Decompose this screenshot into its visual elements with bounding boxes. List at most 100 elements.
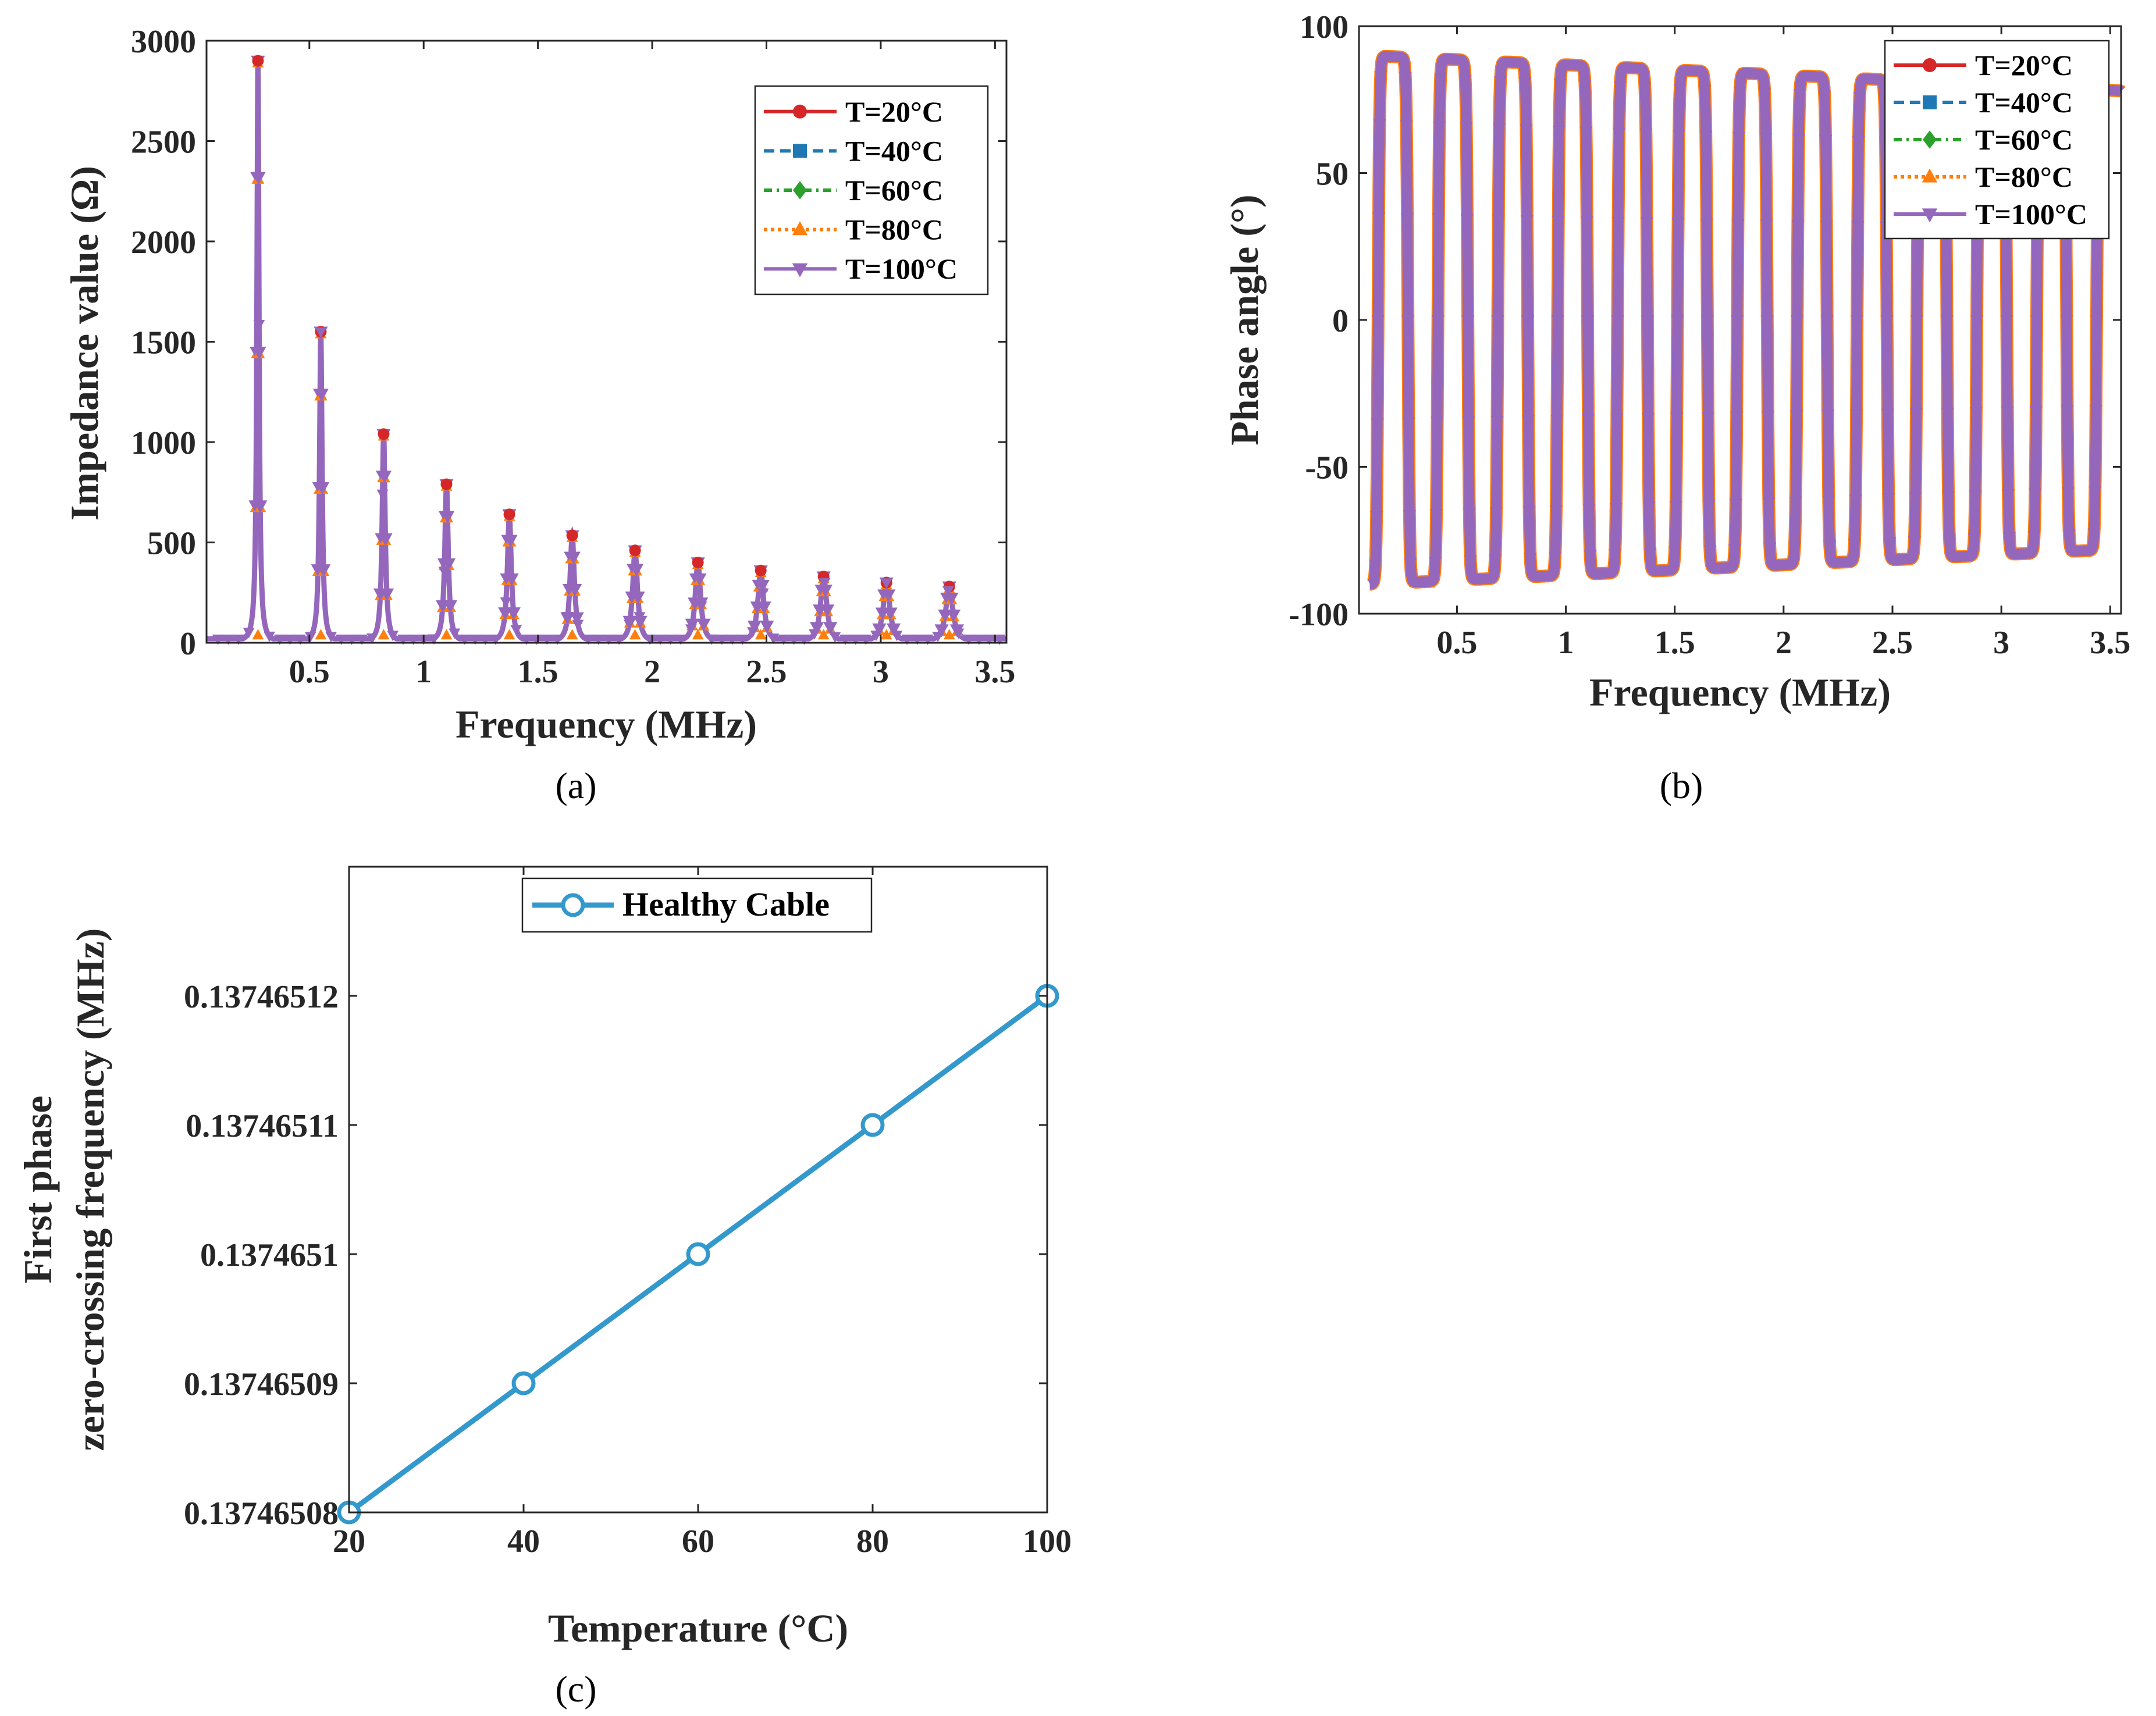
panel-a-y-axis-label: Impedance value (Ω) — [62, 166, 106, 521]
panel-b-marker — [1464, 556, 1477, 568]
panel-a-marker — [922, 634, 934, 645]
panel-b-legend-entry-4: T=100°C — [1975, 198, 2087, 230]
panel-b-marker — [1431, 315, 1445, 327]
panel-a-base-marker — [440, 629, 453, 640]
panel-a-marker — [443, 600, 458, 613]
panel-b-marker — [1883, 537, 1897, 549]
panel-a-marker — [934, 624, 949, 638]
panel-a-marker — [952, 628, 965, 639]
panel-a-marker — [531, 634, 543, 645]
panel-b-marker — [1371, 315, 1385, 327]
panel-b-marker — [1670, 412, 1684, 425]
panel-a-base-marker — [315, 629, 327, 640]
panel-a-marker — [829, 632, 841, 643]
panel-a-marker — [582, 634, 594, 645]
panel-a-legend-marker-3 — [792, 221, 808, 236]
panel-a-y-tick-label: 2000 — [131, 225, 196, 261]
panel-a-x-tick-label: 3 — [873, 654, 889, 690]
panel-b-marker — [1701, 412, 1714, 424]
panel-b-marker — [1613, 81, 1627, 94]
panel-b-phase-chart: 0.5 1 1.5 2 2.5 3 3.5 -100 -50 0 50 100 Frequency … — [1222, 9, 2130, 806]
panel-a-base-marker — [252, 629, 264, 640]
panel-a-base-marker — [566, 629, 578, 640]
panel-b-x-tick-label: 1.5 — [1655, 625, 1695, 661]
panel-b-marker — [1818, 90, 1831, 102]
panel-b-marker — [1429, 557, 1442, 569]
panel-b-marker — [1433, 121, 1446, 133]
panel-b-marker — [1853, 92, 1866, 104]
panel-b-marker — [1763, 542, 1777, 554]
panel-b-marker — [1761, 411, 1774, 423]
panel-a-marker — [810, 622, 824, 635]
panel-c-y-axis-label-line2: zero-crossing frequency (MHz) — [68, 928, 112, 1451]
panel-a-marker — [379, 588, 394, 601]
panel-a-x-tick-label: 3.5 — [974, 654, 1015, 690]
panel-a-legend-marker-0 — [793, 104, 807, 119]
panel-b-marker — [1669, 501, 1682, 513]
panel-b-marker — [1730, 411, 1744, 423]
panel-c-zero-crossing-chart: 20 40 60 80 100 0.137465080.137465090.137465… — [16, 866, 1072, 1710]
panel-b-marker — [1821, 410, 1834, 422]
panel-b-marker — [1851, 315, 1864, 327]
panel-b-marker — [1941, 407, 1954, 419]
panel-b-y-tick-label: -50 — [1305, 450, 1349, 486]
panel-a-marker — [264, 631, 275, 642]
panel-b-marker — [1851, 221, 1865, 233]
panel-b-y-tick-label: 0 — [1332, 303, 1349, 339]
panel-a-marker — [294, 634, 306, 645]
panel-b-marker — [1733, 87, 1746, 99]
panel-b-marker — [1522, 415, 1535, 427]
panel-b-marker — [1370, 511, 1383, 523]
panel-b-marker — [1641, 315, 1654, 327]
panel-b-marker — [1524, 553, 1537, 565]
panel-a-marker — [441, 558, 456, 571]
panel-c-x-tick-label: 40 — [507, 1523, 540, 1560]
panel-a-peak-marker — [566, 529, 578, 542]
panel-a-marker — [252, 346, 266, 359]
panel-a-base-marker — [629, 629, 641, 640]
panel-b-marker — [1518, 77, 1532, 90]
panel-a-marker — [778, 634, 789, 645]
panel-b-marker — [1550, 415, 1564, 427]
panel-b-marker — [1402, 417, 1415, 429]
panel-b-marker — [1881, 408, 1894, 421]
panel-a-peak-marker — [252, 55, 264, 67]
panel-a-marker — [654, 634, 666, 645]
panel-b-marker — [1700, 315, 1714, 327]
panel-a-marker — [407, 634, 419, 645]
panel-a-peak-marker — [755, 564, 767, 576]
panel-b-marker — [1608, 549, 1621, 561]
panel-b-marker — [1613, 127, 1626, 140]
panel-a-marker — [521, 634, 532, 645]
panel-a-marker — [757, 601, 771, 615]
panel-a-marker — [737, 634, 749, 645]
panel-b-marker — [1668, 546, 1681, 558]
panel-b-marker — [1404, 558, 1417, 570]
panel-b-subfigure-label: (b) — [1660, 765, 1703, 806]
panel-b-marker — [1942, 491, 1955, 503]
panel-a-marker — [685, 624, 697, 635]
panel-b-marker — [1552, 215, 1565, 227]
panel-a-marker — [490, 634, 501, 645]
panel-a-base-marker — [692, 629, 704, 640]
panel-a-y-tick-label: 3000 — [131, 24, 196, 60]
panel-b-marker — [1373, 119, 1386, 131]
panel-a-marker — [633, 615, 647, 629]
panel-c-y-tick-label: 0.13746508 — [184, 1496, 339, 1532]
panel-b-marker — [1611, 216, 1625, 229]
panel-b-marker — [1431, 416, 1444, 429]
panel-b-marker — [1760, 315, 1774, 327]
panel-c-legend: Healthy Cable — [521, 877, 873, 933]
panel-c-x-axis-label: Temperature (°C) — [548, 1606, 848, 1650]
panel-b-legend-marker-4 — [1922, 208, 1938, 223]
panel-a-marker — [798, 634, 810, 645]
panel-b-legend-marker-2 — [1923, 130, 1937, 149]
panel-a-x-tick-label: 2 — [644, 654, 660, 690]
panel-a-peak-marker — [440, 478, 453, 490]
panel-b-marker — [1910, 315, 1924, 327]
panel-a-marker — [755, 579, 770, 593]
panel-a-marker — [510, 625, 522, 636]
panel-c-y-tick-label: 0.13746511 — [186, 1108, 339, 1144]
panel-b-x-tick-label: 1 — [1558, 625, 1574, 661]
